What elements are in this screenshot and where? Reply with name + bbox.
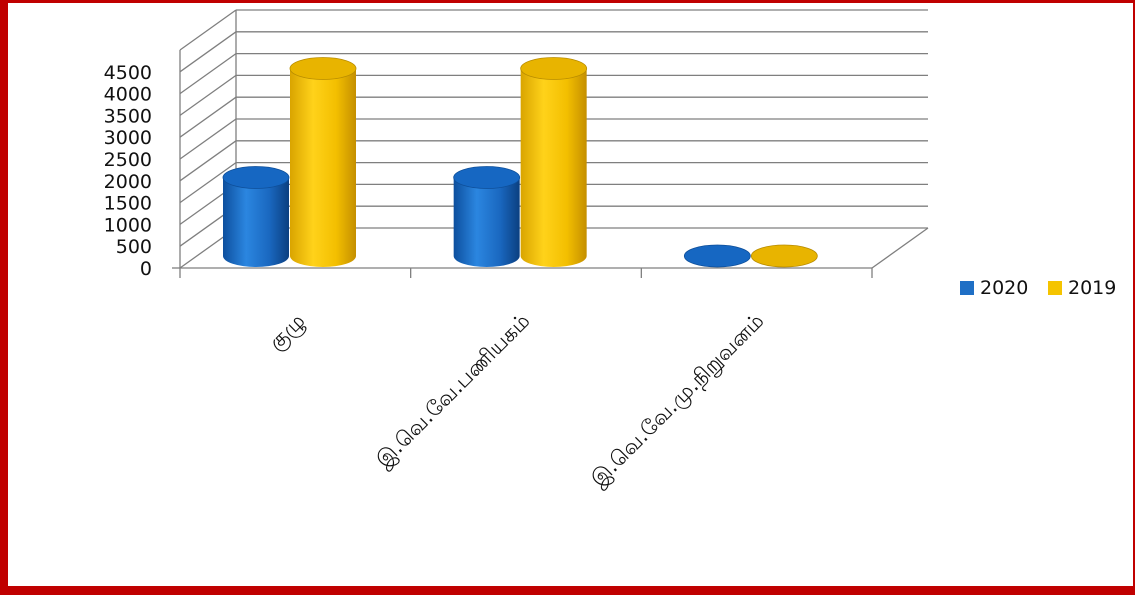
bar-cap-2019 [750, 244, 818, 268]
bar-2020 [223, 177, 289, 267]
legend: 2020 2019 [960, 277, 1116, 299]
y-tick-label: 4000 [104, 84, 152, 106]
y-tick-label: 0 [140, 258, 152, 280]
y-tick-label: 1500 [104, 193, 152, 215]
gridline-side [179, 9, 237, 51]
bar-cap-2020 [453, 166, 521, 189]
bar-cap-2019 [520, 57, 588, 80]
bar-2019 [520, 68, 587, 268]
gridline-side [179, 162, 237, 204]
gridline-side [179, 53, 237, 95]
legend-label-2020: 2020 [980, 277, 1028, 299]
gridline-side [179, 140, 237, 182]
bars [222, 57, 818, 268]
y-tick-label: 2500 [104, 149, 152, 171]
floor-edge [871, 227, 929, 269]
gridline-side [179, 31, 237, 73]
y-tick-label: 2000 [104, 171, 152, 193]
gridline-side [179, 118, 237, 160]
legend-label-2019: 2019 [1068, 277, 1116, 299]
bar-cap-2020 [683, 244, 751, 268]
bar-cap-2019 [289, 57, 357, 80]
bar-cap-2020 [222, 166, 290, 189]
legend-swatch-2020 [960, 281, 974, 295]
y-tick-label: 4500 [104, 62, 152, 84]
bar-2019 [290, 68, 356, 268]
x-category-label: இ.வெ.வே.மு.நிறுவனம் [586, 309, 770, 493]
gridline-side [179, 74, 237, 116]
gridline-side [179, 96, 237, 138]
y-tick-label: 3500 [104, 105, 152, 127]
x-category-label: இ.வெ.வே.பணியகம் [371, 309, 535, 473]
x-category-label: குழு [264, 309, 311, 356]
y-tick-label: 500 [116, 236, 152, 258]
bar-2020 [453, 177, 520, 267]
y-tick-label: 3000 [104, 127, 152, 149]
y-tick-label: 1000 [104, 214, 152, 236]
legend-swatch-2019 [1048, 281, 1062, 295]
